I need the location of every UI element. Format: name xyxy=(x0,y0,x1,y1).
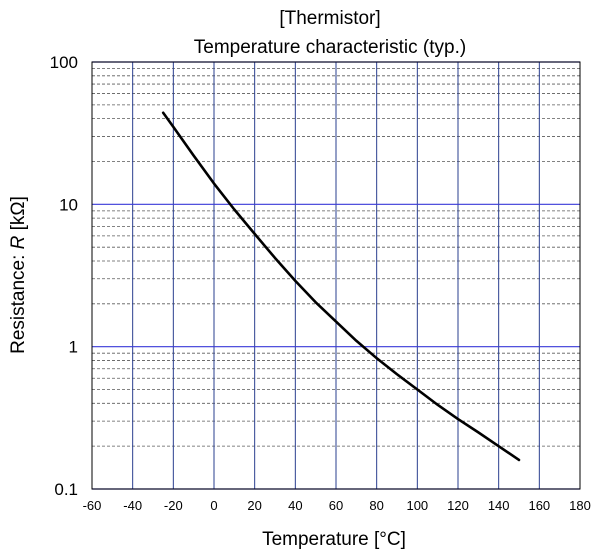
x-axis-label: Temperature [°C] xyxy=(262,529,406,550)
plot-border xyxy=(91,61,581,490)
grid xyxy=(91,61,581,490)
y-axis-label-symbol: R xyxy=(8,235,29,249)
y-axis-label: Resistance: R [kΩ] xyxy=(8,196,29,354)
resistance-curve xyxy=(161,111,521,462)
series xyxy=(161,111,521,462)
x-tick-label: 0 xyxy=(210,498,217,513)
x-tick-label: -20 xyxy=(164,498,183,513)
x-tick-label: 140 xyxy=(488,498,510,513)
chart-title: [Thermistor] xyxy=(279,8,380,29)
x-tick-label: 100 xyxy=(406,498,428,513)
x-tick-label: 60 xyxy=(329,498,343,513)
y-tick-label: 100 xyxy=(50,53,78,72)
y-tick-label: 0.1 xyxy=(54,480,78,499)
x-tick-label: 40 xyxy=(288,498,302,513)
tick-labels: -60 -40 -20 0 20 40 60 80 100 120 140 160 180 0.1 1 10 1… xyxy=(50,53,591,513)
x-tick-label: 20 xyxy=(247,498,261,513)
y-tick-label: 10 xyxy=(59,195,78,214)
x-tick-label: 180 xyxy=(569,498,591,513)
x-tick-label: 80 xyxy=(369,498,383,513)
y-axis-label-unit: [kΩ] xyxy=(8,196,29,236)
x-tick-label: -40 xyxy=(123,498,142,513)
x-tick-label: 160 xyxy=(528,498,550,513)
y-tick-label: 1 xyxy=(69,338,78,357)
x-tick-label: -60 xyxy=(83,498,102,513)
chart-subtitle: Temperature characteristic (typ.) xyxy=(194,37,466,58)
y-axis-label-prefix: Resistance: xyxy=(8,249,29,354)
x-tick-label: 120 xyxy=(447,498,469,513)
